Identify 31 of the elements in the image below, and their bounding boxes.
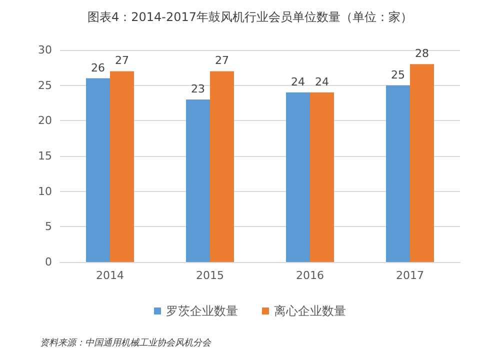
x-tick-label: 2014 bbox=[96, 269, 124, 282]
y-tick-label: 30 bbox=[38, 44, 52, 56]
data-label: 26 bbox=[91, 61, 105, 74]
text: 资料来源：中国通用机械工业协会风机分会 bbox=[40, 338, 212, 348]
bar bbox=[186, 99, 210, 262]
y-tick-label: 5 bbox=[45, 220, 52, 234]
bar bbox=[110, 71, 134, 262]
y-tick-label: 0 bbox=[45, 256, 52, 268]
x-tick-label: 2016 bbox=[296, 269, 324, 282]
x-tick-label: 2015 bbox=[196, 269, 224, 282]
legend-label: 罗茨企业数量 bbox=[166, 304, 238, 318]
y-tick-label: 25 bbox=[38, 78, 52, 92]
chart-title: 图表4：2014-2017年鼓风机行业会员单位数量（单位：家） bbox=[87, 10, 413, 24]
bar bbox=[86, 78, 110, 262]
data-label: 24 bbox=[315, 75, 329, 88]
y-tick-label: 20 bbox=[38, 114, 52, 128]
legend-label: 离心企业数量 bbox=[274, 304, 346, 318]
data-label: 27 bbox=[215, 54, 229, 68]
data-label: 23 bbox=[191, 82, 205, 96]
bar bbox=[410, 64, 434, 262]
bar bbox=[386, 85, 410, 262]
x-tick-label: 2017 bbox=[396, 269, 424, 282]
bar bbox=[286, 92, 310, 262]
data-label: 24 bbox=[291, 75, 305, 88]
y-tick-label: 15 bbox=[38, 150, 52, 162]
bar bbox=[310, 92, 334, 262]
data-label: 28 bbox=[415, 47, 429, 60]
data-label: 25 bbox=[391, 68, 405, 82]
y-tick-label: 10 bbox=[38, 184, 52, 198]
bar bbox=[210, 71, 234, 262]
data-label: 27 bbox=[115, 54, 129, 68]
